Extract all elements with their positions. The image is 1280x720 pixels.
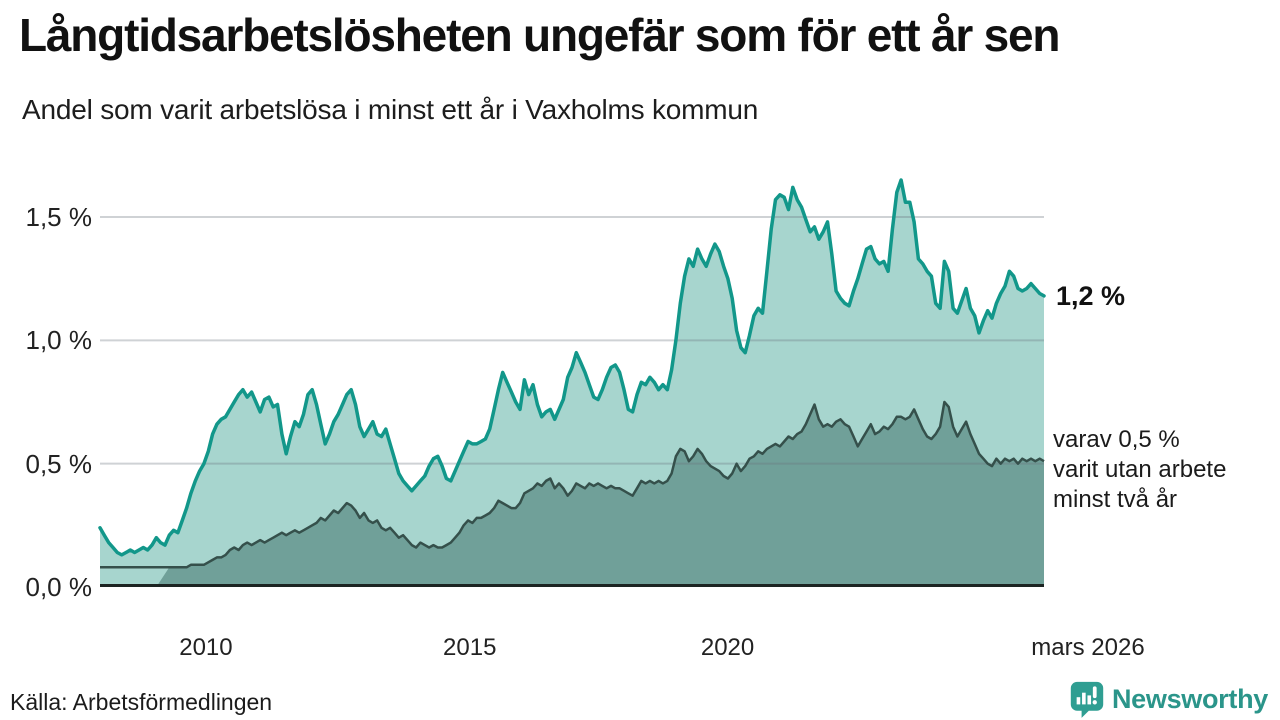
annotation-line-1: varav 0,5 %	[1053, 426, 1180, 453]
series-two-years-annotation: varav 0,5 % varit utan arbete minst två …	[1053, 425, 1226, 515]
chart-subtitle: Andel som varit arbetslösa i minst ett å…	[22, 94, 759, 125]
y-axis-tick-1-5: 1,5 %	[25, 202, 93, 232]
series-end-value-label: 1,2 %	[1056, 281, 1126, 311]
page-title: Långtidsarbetslösheten ungefär som för e…	[19, 9, 1061, 61]
x-axis-tick-2015: 2015	[443, 634, 497, 661]
annotation-line-3: minst två år	[1053, 486, 1178, 513]
newsworthy-logo: Newsworthy	[1069, 680, 1268, 718]
source-note: Källa: Arbetsförmedlingen	[10, 689, 273, 715]
y-axis-tick-0-0: 0,0 %	[25, 572, 93, 602]
x-axis-tick-2010: 2010	[179, 634, 233, 661]
annotation-line-2: varit utan arbete	[1053, 456, 1227, 483]
y-axis-tick-1-0: 1,0 %	[25, 325, 93, 356]
newsworthy-logo-text: Newsworthy	[1111, 683, 1268, 714]
x-axis-tick-mars-2026: mars 2026	[1031, 634, 1145, 661]
y-axis-tick-0-5: 0,5 %	[25, 448, 93, 479]
x-axis-tick-2020: 2020	[700, 634, 755, 661]
newsworthy-logo-icon	[1070, 681, 1104, 718]
